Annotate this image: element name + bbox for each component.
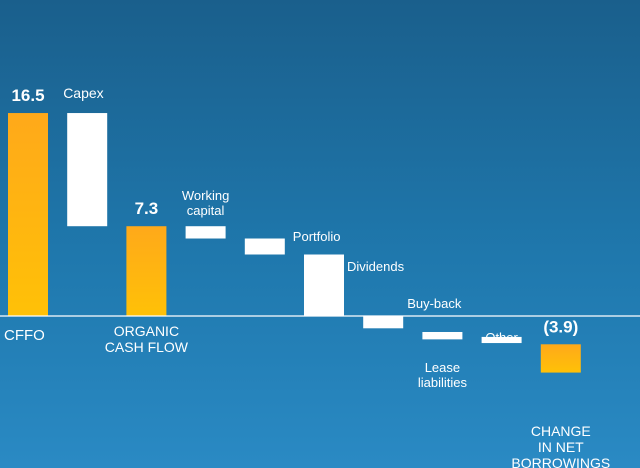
total-bar — [8, 113, 48, 316]
category-label: ORGANIC CASH FLOW — [105, 323, 189, 355]
category-label: CFFO — [4, 327, 45, 344]
step-bar — [185, 226, 226, 239]
category-label-line: Other — [485, 330, 518, 345]
category-label: Other — [485, 330, 518, 345]
category-label-line: Buy-back — [407, 296, 462, 311]
step-bar — [244, 238, 285, 255]
category-label-line: Capex — [63, 85, 103, 101]
category-label-line: liabilities — [418, 375, 468, 390]
category-label-line: capital — [187, 203, 225, 218]
category-label: Portfolio — [293, 229, 341, 244]
category-label-line: Lease — [425, 360, 460, 375]
category-label: Buy-back — [407, 296, 462, 311]
step-bar — [363, 316, 404, 329]
category-label-line: CHANGE — [531, 423, 591, 439]
category-label: CHANGE IN NET BORROWINGS — [511, 423, 610, 468]
step-bar — [422, 331, 463, 340]
bar-value-label: (3.9) — [543, 317, 578, 336]
category-label-line: ORGANIC — [114, 323, 179, 339]
total-bar — [540, 344, 581, 373]
step-bar — [67, 113, 108, 227]
category-label-line: CFFO — [4, 327, 45, 344]
category-label-line: Working — [182, 188, 229, 203]
bar-value-label: 16.5 — [11, 86, 44, 105]
category-label: Lease liabilities — [418, 360, 468, 390]
category-label-line: CASH FLOW — [105, 339, 189, 355]
category-label-line: BORROWINGS — [511, 455, 610, 468]
total-bar — [126, 226, 167, 316]
category-label-line: Portfolio — [293, 229, 341, 244]
bar-value-label: 7.3 — [135, 199, 159, 218]
category-label: Capex — [63, 85, 103, 101]
step-bar — [304, 254, 344, 316]
category-label-line: IN NET — [538, 439, 584, 455]
category-label: Dividends — [347, 259, 405, 274]
step-bar — [481, 336, 522, 344]
category-label-line: Dividends — [347, 259, 405, 274]
category-label: Working capital — [182, 188, 229, 218]
